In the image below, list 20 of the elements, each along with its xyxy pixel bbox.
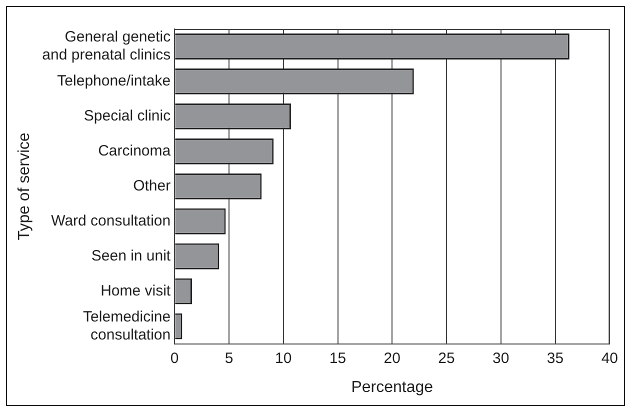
x-tick-label: 15: [329, 350, 346, 367]
y-tick-label: Carcinoma: [98, 142, 172, 160]
x-tick-label: 10: [275, 350, 292, 367]
y-tick-label: Ward consultation: [51, 212, 171, 230]
y-tick-label: General genetic and prenatal clinics: [42, 28, 172, 64]
y-axis-title: Type of service: [16, 132, 34, 240]
y-tick-label: Seen in unit: [91, 247, 172, 264]
x-tick-label: 25: [438, 350, 455, 367]
y-tick-label: Telephone/intake: [57, 72, 171, 90]
x-tick-label: 30: [492, 350, 510, 367]
x-tick-label: 0: [170, 350, 179, 367]
y-tick-label: Telemedicine consultation: [83, 308, 171, 344]
y-tick-label: Special clinic: [84, 108, 172, 125]
y-tick-label: Home visit: [100, 282, 172, 300]
x-tick-label: 20: [384, 350, 400, 367]
x-tick-label: 5: [224, 350, 234, 367]
x-tick-label: 35: [546, 350, 564, 367]
y-tick-label: Other: [133, 178, 171, 195]
x-axis-title: Percentage: [351, 378, 434, 396]
x-tick-label: 40: [601, 350, 618, 367]
